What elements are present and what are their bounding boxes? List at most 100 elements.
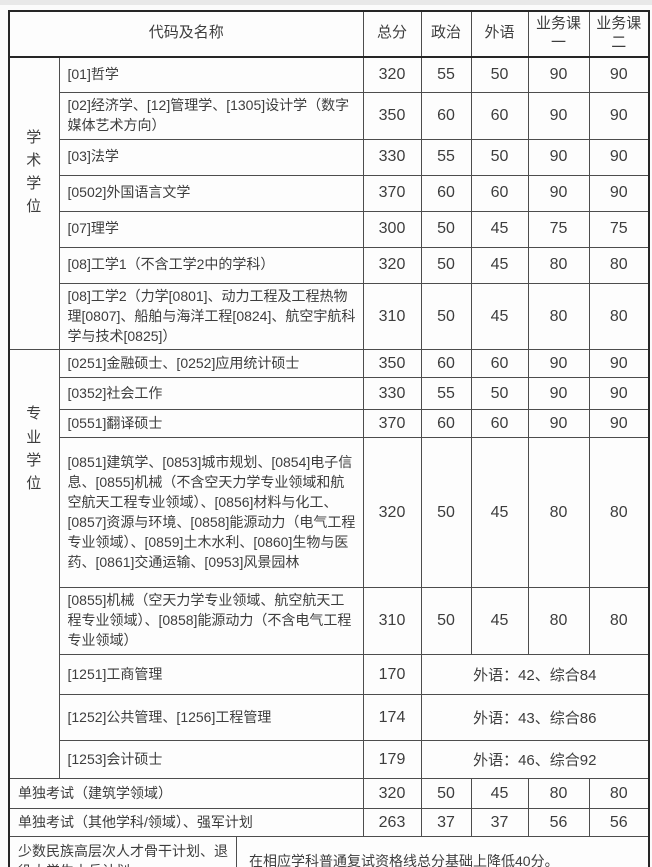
table-row: [03]法学 330 55 50 90 90 [9,138,650,176]
cell-total: 370 [362,174,422,212]
cell-course1: 90 [527,349,590,379]
cell-politics: 50 [420,210,472,248]
table-header-row: 代码及名称 总分 政治 外语 业务课一 业务课二 [8,10,650,58]
cell-total: 330 [362,138,422,176]
cell-politics: 55 [420,56,472,93]
cell-course1: 90 [527,409,590,439]
cell-name: [0502]外国语言文学 [58,174,364,212]
table-row: 学术学位 [01]哲学 320 55 50 90 90 [8,55,650,351]
cell-politics: 55 [420,377,472,411]
cell-politics: 60 [420,174,472,212]
cell-course2: 90 [588,377,650,411]
cell-foreign: 50 [470,56,529,93]
cell-total: 350 [362,92,422,140]
group-label-professional: 专业学位 [8,349,60,779]
cell-foreign: 45 [470,210,529,248]
cell-foreign: 45 [470,778,529,809]
cell-name: [07]理学 [58,210,364,248]
table-row: [08]工学1（不含工学2中的学科） 320 50 45 80 80 [9,246,650,284]
cell-name: [0855]机械（空天力学专业领域、航空航天工程专业领域）、[0858]能源动力… [58,587,364,655]
header-course1: 业务课一 [527,10,590,58]
table-footer-row: 少数民族高层次人才骨干计划、退役大学生士兵计划 在相应学科普通复试资格线总分基础… [8,835,650,867]
table-row: [02]经济学、[12]管理学、[1305]设计学（数字媒体艺术方向） 350 … [9,92,650,140]
cell-name: 单独考试（其他学科/领域）、强军计划 [8,808,364,837]
header-course2: 业务课二 [588,10,650,58]
cell-foreign: 45 [470,246,529,284]
cell-course2: 80 [588,587,650,655]
table-row: [07]理学 300 50 45 75 75 [9,210,650,248]
cell-course2: 90 [588,349,650,379]
cell-course2: 80 [588,437,650,589]
cell-total: 320 [362,56,422,93]
footer-plan-name: 少数民族高层次人才骨干计划、退役大学生士兵计划 [10,837,237,867]
cell-politics: 60 [420,92,472,140]
cell-course1: 80 [527,778,590,809]
cell-foreign: 45 [470,437,529,589]
cell-foreign: 50 [470,138,529,176]
cell-course1: 90 [527,92,590,140]
table-row: [1251]工商管理 170 外语：42、综合84 [9,654,650,695]
cell-name: [0352]社会工作 [58,377,364,411]
table-row: 单独考试（其他学科/领域）、强军计划 263 37 37 56 56 [8,808,650,837]
header-code-name: 代码及名称 [8,10,364,58]
cell-course1: 80 [527,282,590,351]
cell-total: 310 [362,587,422,655]
cell-merged-note: 外语：46、综合92 [420,740,650,779]
cell-course2: 80 [588,282,650,351]
cell-course1: 90 [527,138,590,176]
cell-course2: 80 [588,778,650,809]
cell-course2: 75 [588,210,650,248]
cell-course2: 90 [588,409,650,439]
cell-politics: 50 [420,246,472,284]
cell-politics: 60 [420,409,472,439]
cell-total: 263 [362,808,422,837]
cell-name: [08]工学2（力学[0801]、动力工程及工程热物理[0807]、船舶与海洋工… [58,282,364,351]
cell-merged-note: 外语：43、综合86 [420,694,650,741]
cell-course1: 90 [527,56,590,93]
cell-course1: 56 [527,808,590,837]
table-row: [1253]会计硕士 179 外语：46、综合92 [9,740,650,779]
table-row: [0551]翻译硕士 370 60 60 90 90 [9,409,650,439]
cell-course1: 80 [527,437,590,589]
table-row: [08]工学2（力学[0801]、动力工程及工程热物理[0807]、船舶与海洋工… [9,282,650,351]
cell-course2: 90 [588,56,650,93]
table-row: [0502]外国语言文学 370 60 60 90 90 [9,174,650,212]
cell-foreign: 45 [470,282,529,351]
cell-course2: 90 [588,92,650,140]
score-table: 代码及名称 总分 政治 外语 业务课一 业务课二 学术学位 [01]哲学 320… [8,10,651,867]
cell-course2: 90 [588,174,650,212]
cell-name: [0251]金融硕士、[0252]应用统计硕士 [58,349,364,379]
cell-foreign: 45 [470,587,529,655]
cell-course1: 80 [527,587,590,655]
cell-course1: 75 [527,210,590,248]
cell-foreign: 60 [470,349,529,379]
cell-politics: 50 [420,437,472,589]
cell-total: 330 [362,377,422,411]
cell-politics: 50 [420,778,472,809]
cell-total: 370 [362,409,422,439]
footer-cell: 少数民族高层次人才骨干计划、退役大学生士兵计划 在相应学科普通复试资格线总分基础… [8,835,650,867]
cell-foreign: 60 [470,92,529,140]
footer-plan-note: 在相应学科普通复试资格线总分基础上降低40分。 [249,853,559,867]
cell-total: 174 [362,694,422,741]
table-row: [1252]公共管理、[1256]工程管理 174 外语：43、综合86 [9,694,650,741]
cell-course1: 90 [527,377,590,411]
table-row: [0851]建筑学、[0853]城市规划、[0854]电子信息、[0855]机械… [9,437,650,589]
cell-name: [0851]建筑学、[0853]城市规划、[0854]电子信息、[0855]机械… [58,437,364,589]
cell-course1: 90 [527,174,590,212]
table-row: [0352]社会工作 330 55 50 90 90 [9,377,650,411]
cell-total: 179 [362,740,422,779]
cell-foreign: 37 [470,808,529,837]
cell-name: [08]工学1（不含工学2中的学科） [58,246,364,284]
cell-name: [1253]会计硕士 [58,740,364,779]
cell-name: [03]法学 [58,138,364,176]
cell-course2: 56 [588,808,650,837]
cell-politics: 50 [420,587,472,655]
cell-total: 320 [362,437,422,589]
header-politics: 政治 [420,10,472,58]
cell-total: 310 [362,282,422,351]
cell-name: 单独考试（建筑学领域） [8,778,364,809]
table-row: [0855]机械（空天力学专业领域、航空航天工程专业领域）、[0858]能源动力… [9,587,650,655]
cell-foreign: 60 [470,174,529,212]
